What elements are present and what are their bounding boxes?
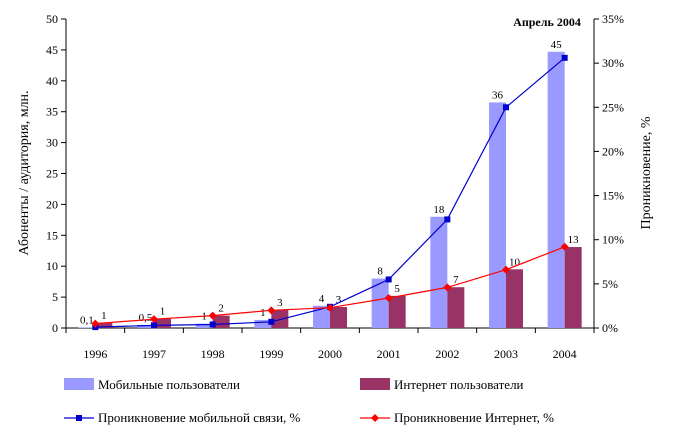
x-tick-label: 1996 — [83, 347, 107, 361]
right-tick-label: 0% — [602, 321, 618, 335]
legend-marker-mobile-penetration — [76, 415, 82, 421]
legend-label-mobile-penetration: Проникновение мобильной связи, % — [98, 410, 301, 425]
x-tick-label: 2003 — [494, 347, 518, 361]
right-tick-label: 25% — [602, 100, 624, 114]
internet-users-bar — [388, 295, 406, 328]
mobile-users-bar — [547, 51, 565, 329]
left-tick-label: 5 — [52, 290, 58, 304]
mobile-users-label: 36 — [492, 89, 504, 101]
mobile-users-label: 0,5 — [139, 312, 153, 324]
mobile-users-label: 18 — [433, 204, 445, 216]
internet-penetration-point — [208, 311, 217, 320]
legend-swatch-mobile-users — [64, 378, 94, 390]
left-axis-title: Абоненты / аудитория, млн. — [17, 90, 32, 255]
x-axis: 1996 1997 1998 1999 2000 2001 2002 2003 2004 — [65, 328, 595, 361]
legend: Мобильные пользователи Интернет пользова… — [64, 377, 554, 425]
mobile-users-label: 0,1 — [80, 314, 94, 326]
right-tick-label: 10% — [602, 233, 624, 247]
internet-penetration-point — [326, 303, 334, 312]
mobile-users-bar — [371, 278, 389, 328]
mobile-users-bar — [136, 324, 154, 328]
legend-label-internet-users: Интернет пользователи — [394, 377, 524, 392]
left-tick-label: 10 — [46, 259, 58, 273]
right-tick-label: 5% — [602, 277, 618, 291]
left-tick-label: 15 — [46, 228, 58, 242]
mobile-penetration-point — [151, 322, 157, 329]
internet-penetration-point — [150, 315, 158, 324]
internet-users-label: 1 — [101, 310, 107, 322]
x-tick-label: 2001 — [377, 347, 401, 361]
right-tick-label: 35% — [602, 12, 624, 26]
bar-series — [78, 51, 582, 329]
mobile-penetration-point — [209, 321, 216, 328]
mobile-users-bar — [254, 319, 272, 328]
legend-label-internet-penetration: Проникновение Интернет, % — [394, 410, 554, 425]
annotation-april-2004: Апрель 2004 — [513, 15, 581, 29]
internet-users-bar — [95, 323, 113, 328]
internet-users-label: 3 — [277, 297, 283, 309]
legend-swatch-internet-users — [360, 378, 390, 390]
right-tick-label: 20% — [602, 144, 624, 158]
left-y-axis: 0 5 10 15 20 25 30 35 40 45 50 — [46, 12, 66, 335]
left-tick-label: 0 — [52, 321, 58, 335]
legend-label-mobile-users: Мобильные пользователи — [98, 377, 240, 392]
x-tick-label: 1998 — [201, 347, 225, 361]
right-tick-label: 15% — [602, 189, 624, 203]
mobile-users-bar — [312, 305, 330, 328]
internet-users-label: 5 — [394, 283, 400, 295]
x-tick-label: 2000 — [318, 347, 342, 361]
right-y-axis: 0% 5% 10% 15% 20% 25% 30% 35% — [594, 12, 624, 335]
internet-users-bar — [564, 247, 582, 328]
mobile-users-bar — [488, 102, 506, 329]
mobile-penetration-point — [268, 318, 275, 325]
mobile-penetration-point — [385, 276, 392, 283]
mobile-users-label: 1 — [260, 307, 266, 319]
internet-users-bar — [212, 315, 230, 328]
x-tick-label: 2002 — [435, 347, 459, 361]
internet-users-label: 2 — [218, 303, 224, 315]
internet-users-label: 3 — [336, 294, 342, 306]
internet-users-bar — [330, 306, 348, 328]
internet-users-label: 13 — [568, 234, 580, 246]
mobile-users-label: 4 — [319, 293, 325, 305]
mobile-users-bar — [430, 216, 448, 328]
internet-users-label: 7 — [453, 274, 459, 286]
internet-users-label: 1 — [160, 306, 166, 318]
internet-penetration-point — [502, 265, 510, 274]
mobile-penetration-point — [444, 216, 451, 223]
mobile-penetration-point — [561, 54, 568, 61]
left-tick-label: 50 — [46, 12, 58, 26]
mobile-users-label: 8 — [377, 266, 383, 278]
internet-penetration-point — [384, 293, 393, 302]
left-tick-label: 25 — [46, 167, 58, 181]
internet-users-bar — [506, 269, 524, 328]
internet-users-bar — [154, 318, 172, 328]
legend-marker-internet-penetration — [371, 414, 379, 422]
mobile-users-label: 45 — [551, 39, 563, 51]
right-axis-title: Проникновение, % — [639, 116, 654, 229]
mobile-users-bar — [195, 323, 213, 328]
left-tick-label: 30 — [46, 136, 58, 150]
internet-penetration-point — [443, 283, 452, 292]
x-tick-label: 2004 — [553, 347, 577, 361]
left-tick-label: 20 — [46, 197, 58, 211]
left-tick-label: 40 — [46, 74, 58, 88]
internet-users-bar — [447, 287, 465, 328]
x-tick-label: 1997 — [142, 347, 166, 361]
mobile-users-bar — [78, 327, 96, 328]
right-tick-label: 30% — [602, 56, 624, 70]
internet-penetration-point — [91, 319, 100, 328]
line-series — [91, 54, 569, 331]
internet-penetration-point — [560, 242, 569, 251]
left-tick-label: 35 — [46, 105, 58, 119]
x-tick-label: 1999 — [259, 347, 283, 361]
mobile-penetration-point — [503, 104, 509, 111]
left-tick-label: 45 — [46, 43, 58, 57]
internet-users-label: 10 — [509, 256, 521, 268]
internet-penetration-point — [267, 306, 276, 315]
